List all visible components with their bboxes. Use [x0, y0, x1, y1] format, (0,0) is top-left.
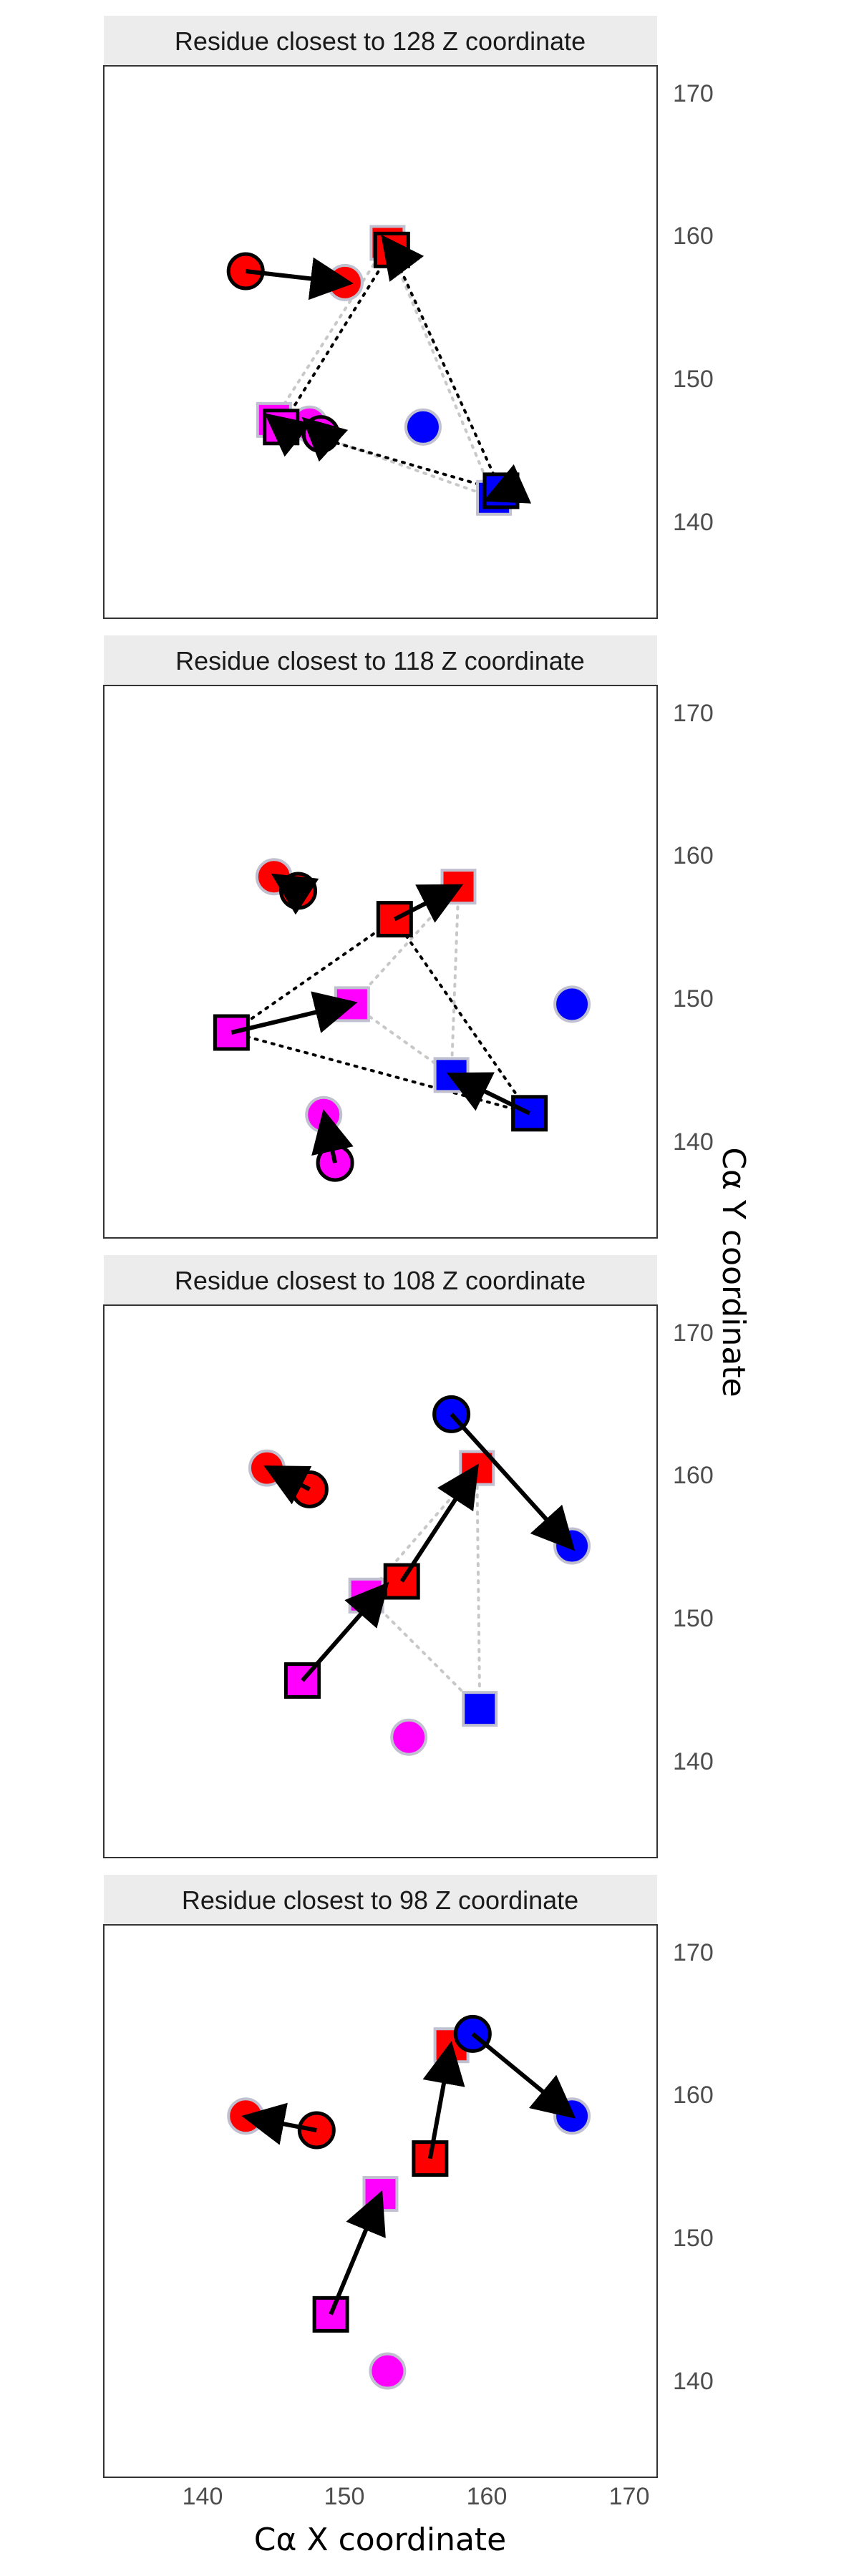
- movement-arrow: [271, 873, 319, 915]
- y-tick-label: 150: [673, 2225, 714, 2252]
- x-tick-label: 170: [609, 2483, 650, 2510]
- triangle-end-line: [271, 240, 497, 501]
- blue-circle-end-point: [553, 985, 591, 1023]
- facet-arrows-2: [230, 873, 530, 1163]
- x-tick-label: 160: [467, 2483, 508, 2510]
- x-tick-label: 140: [183, 2483, 223, 2510]
- movement-arrow: [446, 1072, 530, 1116]
- facet-strip-4: [104, 1875, 657, 1925]
- triangle-end-line: [364, 1464, 482, 1713]
- y-tick-label: 150: [673, 366, 714, 393]
- blue-square-end-point: [462, 1691, 498, 1727]
- y-tick-label: 140: [673, 2368, 714, 2395]
- red-square-start-point: [412, 2140, 449, 2177]
- x-axis: 140 150 160 170: [183, 2483, 650, 2510]
- facet-lines-3: [364, 1464, 482, 1713]
- facet-plot-area-2: [103, 685, 658, 1239]
- magenta-circle-end-point: [369, 2352, 407, 2390]
- facet-strip-title-4: Residue closest to 98 Z coordinate: [182, 1885, 578, 1915]
- facet-strip-title-2: Residue closest to 118 Z coordinate: [175, 646, 585, 675]
- facet-strip-3: [104, 1255, 657, 1305]
- facet-strip-title-3: Residue closest to 108 Z coordinate: [175, 1266, 586, 1295]
- y-tick-label: 170: [673, 1319, 714, 1347]
- movement-arrow: [329, 2190, 386, 2316]
- movement-arrow: [311, 1109, 354, 1163]
- movement-arrow: [393, 884, 464, 923]
- movement-arrow: [483, 464, 532, 504]
- y-tick-label: 140: [673, 1748, 714, 1775]
- red-square-end-point: [440, 869, 477, 905]
- facet-panel-1: Residue closest to 128 Z coordinate 170 …: [103, 16, 714, 619]
- movement-arrow: [381, 234, 424, 282]
- red-circle-end-point: [227, 2097, 265, 2135]
- magenta-circle-end-point: [390, 1718, 428, 1756]
- movement-arrow: [450, 1413, 576, 1551]
- triangle-start-line: [228, 917, 533, 1116]
- movement-arrow: [241, 2102, 317, 2145]
- x-axis-title: Cα X coordinate: [254, 2522, 507, 2558]
- y-tick-label: 160: [673, 223, 714, 250]
- y-tick-label: 140: [673, 1128, 714, 1156]
- y-tick-label: 160: [673, 842, 714, 869]
- movement-arrow: [301, 416, 349, 462]
- y-tick-label: 170: [673, 80, 714, 107]
- movement-arrow: [399, 1463, 479, 1583]
- blue-square-end-point: [433, 1057, 470, 1093]
- magenta-square-start-point: [213, 1014, 250, 1051]
- triangle-start-line: [278, 247, 504, 493]
- y-tick-label: 170: [673, 700, 714, 727]
- blue-square-start-point: [482, 472, 520, 509]
- facet-panel-2: Residue closest to 118 Z coordinate 170 …: [103, 635, 714, 1239]
- y-tick-label: 170: [673, 1939, 714, 1966]
- movement-arrow: [264, 413, 312, 457]
- y-tick-label: 150: [673, 985, 714, 1013]
- y-tick-label: 140: [673, 509, 714, 536]
- x-tick-label: 150: [324, 2483, 365, 2510]
- movement-arrow: [263, 1465, 312, 1505]
- movement-arrow: [301, 1581, 389, 1682]
- facet-lines-2: [228, 882, 533, 1116]
- y-tick-label: 150: [673, 1605, 714, 1632]
- magenta-circle-end-point: [305, 1096, 343, 1133]
- facet-lines-1: [271, 240, 504, 501]
- facet-arrows-1: [245, 234, 532, 504]
- y-axis-title: Cα Y coordinate: [715, 1147, 752, 1397]
- triangle-end-line: [349, 882, 460, 1078]
- facet-panel-4: Residue closest to 98 Z coordinate 170 1…: [103, 1875, 714, 2478]
- facet-arrows-3: [263, 1413, 576, 1682]
- red-circle-end-point: [248, 1449, 286, 1487]
- magenta-square-end-point: [362, 2176, 399, 2212]
- facet-plot-area-1: [103, 65, 658, 619]
- movement-arrow: [245, 257, 354, 301]
- facet-strip-2: [104, 635, 657, 686]
- facet-strip-1: [104, 16, 657, 66]
- movement-arrow: [422, 2041, 465, 2160]
- y-tick-label: 160: [673, 2082, 714, 2109]
- movement-arrow: [230, 991, 358, 1035]
- facet-strip-title-1: Residue closest to 128 Z coordinate: [175, 26, 586, 56]
- facet-arrows-4: [241, 2032, 576, 2316]
- blue-circle-end-point: [404, 408, 442, 446]
- y-tick-label: 160: [673, 1462, 714, 1489]
- facet-panel-3: Residue closest to 108 Z coordinate 170 …: [103, 1255, 714, 1858]
- movement-arrow: [471, 2032, 576, 2119]
